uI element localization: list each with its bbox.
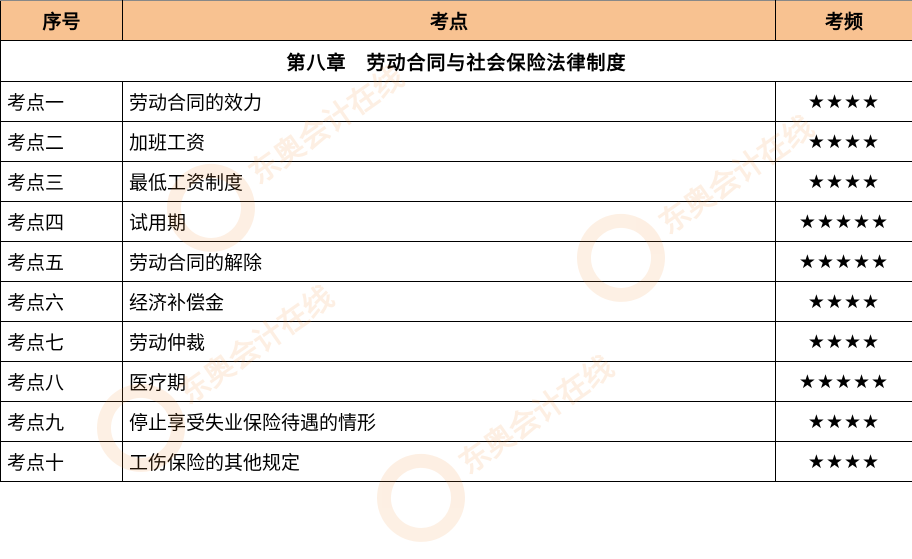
- topic-id: 考点八: [1, 362, 123, 402]
- table-row: 考点八 医疗期 ★★★★★: [1, 362, 912, 402]
- topic-id: 考点一: [1, 82, 123, 122]
- table-row: 考点五 劳动合同的解除 ★★★★★: [1, 242, 912, 282]
- table-row: 考点九 停止享受失业保险待遇的情形 ★★★★: [1, 402, 912, 442]
- frequency-stars: ★★★★: [776, 82, 912, 122]
- frequency-stars: ★★★★★: [776, 202, 912, 242]
- frequency-stars: ★★★★: [776, 122, 912, 162]
- topic-name: 劳动合同的效力: [123, 82, 776, 122]
- frequency-stars: ★★★★★: [776, 362, 912, 402]
- chapter-row: 第八章 劳动合同与社会保险法律制度: [1, 41, 912, 82]
- exam-topics-table: 序号 考点 考频 第八章 劳动合同与社会保险法律制度 考点一 劳动合同的效力 ★…: [0, 0, 912, 482]
- topic-name: 工伤保险的其他规定: [123, 442, 776, 482]
- header-topic: 考点: [123, 1, 776, 41]
- topic-id: 考点三: [1, 162, 123, 202]
- table-row: 考点一 劳动合同的效力 ★★★★: [1, 82, 912, 122]
- table-row: 考点四 试用期 ★★★★★: [1, 202, 912, 242]
- chapter-title: 第八章 劳动合同与社会保险法律制度: [1, 41, 912, 82]
- topic-name: 劳动合同的解除: [123, 242, 776, 282]
- header-freq: 考频: [776, 1, 912, 41]
- table-row: 考点七 劳动仲裁 ★★★★: [1, 322, 912, 362]
- table-row: 考点三 最低工资制度 ★★★★: [1, 162, 912, 202]
- topic-id: 考点四: [1, 202, 123, 242]
- header-seq: 序号: [1, 1, 123, 41]
- frequency-stars: ★★★★: [776, 282, 912, 322]
- frequency-stars: ★★★★: [776, 322, 912, 362]
- topic-id: 考点六: [1, 282, 123, 322]
- topic-name: 加班工资: [123, 122, 776, 162]
- topic-id: 考点十: [1, 442, 123, 482]
- topic-name: 劳动仲裁: [123, 322, 776, 362]
- topic-name: 试用期: [123, 202, 776, 242]
- topic-name: 医疗期: [123, 362, 776, 402]
- frequency-stars: ★★★★: [776, 442, 912, 482]
- topic-name: 经济补偿金: [123, 282, 776, 322]
- topic-id: 考点二: [1, 122, 123, 162]
- table-row: 考点二 加班工资 ★★★★: [1, 122, 912, 162]
- frequency-stars: ★★★★: [776, 402, 912, 442]
- topic-id: 考点九: [1, 402, 123, 442]
- topic-id: 考点五: [1, 242, 123, 282]
- topic-name: 最低工资制度: [123, 162, 776, 202]
- table-row: 考点六 经济补偿金 ★★★★: [1, 282, 912, 322]
- frequency-stars: ★★★★★: [776, 242, 912, 282]
- table-row: 考点十 工伤保险的其他规定 ★★★★: [1, 442, 912, 482]
- header-row: 序号 考点 考频: [1, 1, 912, 41]
- topic-id: 考点七: [1, 322, 123, 362]
- topic-name: 停止享受失业保险待遇的情形: [123, 402, 776, 442]
- frequency-stars: ★★★★: [776, 162, 912, 202]
